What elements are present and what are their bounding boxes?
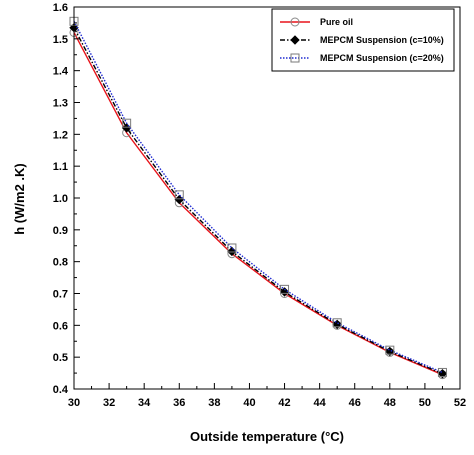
- series-line: [73, 27, 443, 375]
- x-tick-label: 32: [103, 397, 115, 409]
- x-tick-label: 36: [173, 397, 185, 409]
- x-tick-label: 46: [349, 397, 361, 409]
- data-point: [280, 284, 290, 294]
- series-2: [69, 22, 448, 379]
- data-point: [385, 346, 395, 357]
- y-tick-label: 1.0: [53, 193, 68, 205]
- y-tick-label: 1.1: [53, 161, 68, 173]
- data-point: [227, 243, 237, 253]
- y-tick-label: 1.4: [53, 66, 69, 78]
- data-point: [121, 123, 132, 133]
- y-tick-label: 1.3: [53, 98, 68, 110]
- data-point: [385, 345, 395, 355]
- data-point: [437, 367, 447, 377]
- x-tick-label: 42: [278, 397, 290, 409]
- data-point: [122, 118, 132, 128]
- x-tick-label: 50: [419, 397, 431, 409]
- data-point: [332, 318, 342, 328]
- legend-marker: [290, 35, 300, 45]
- y-tick-label: 0.9: [53, 225, 68, 237]
- y-tick-label: 1.2: [53, 129, 68, 141]
- series-line: [73, 32, 443, 376]
- x-tick-label: 40: [243, 397, 255, 409]
- legend: Pure oil MEPCM Suspension (c=10%) MEPCM Su…: [271, 8, 455, 72]
- y-tick-label: 0.8: [53, 257, 68, 269]
- series-1: [69, 27, 447, 380]
- legend-label: Pure oil: [320, 17, 353, 27]
- axes: 30 32 34 36 38 40 42 44 46 48 50 52 0.4 0.5 0.6 0.7 0.8 0…: [53, 2, 466, 409]
- x-tick-label: 34: [138, 397, 151, 409]
- legend-label: MEPCM Suspension (c=10%): [320, 35, 444, 45]
- x-tick-label: 44: [314, 397, 327, 409]
- legend-marker: [290, 17, 300, 27]
- series-line: [73, 21, 443, 374]
- y-tick-label: 1.6: [53, 2, 68, 14]
- y-tick-label: 0.7: [53, 289, 68, 301]
- data-point: [174, 194, 184, 205]
- y-tick-label: 0.6: [53, 320, 68, 332]
- series-layer: [69, 16, 448, 380]
- x-axis-label: Outside temperature (°C): [190, 429, 344, 444]
- y-tick-label: 1.5: [53, 34, 68, 46]
- legend-marker: [290, 53, 300, 63]
- x-tick-label: 38: [208, 397, 220, 409]
- series-3: [69, 16, 447, 377]
- y-tick-label: 0.5: [53, 352, 68, 364]
- y-tick-label: 0.4: [53, 384, 69, 396]
- data-point: [174, 190, 184, 200]
- y-axis-label: h (W/m2 .K): [12, 163, 27, 235]
- x-tick-label: 30: [68, 397, 80, 409]
- legend-label: MEPCM Suspension (c=20%): [320, 53, 444, 63]
- x-tick-label: 48: [384, 397, 396, 409]
- x-tick-label: 52: [454, 397, 466, 409]
